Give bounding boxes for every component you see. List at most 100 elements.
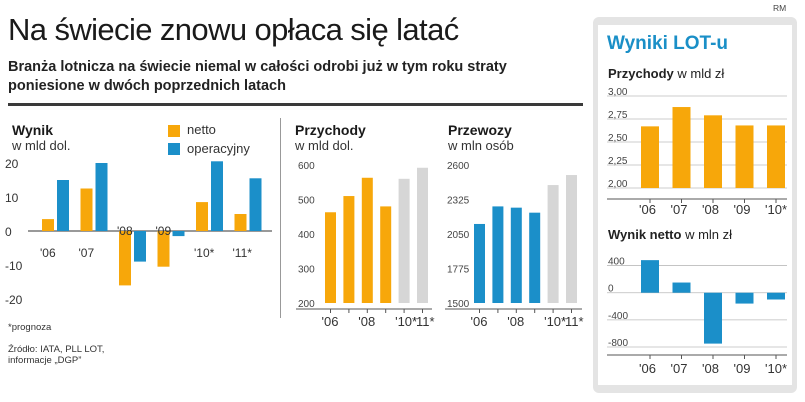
- przychody-xtick-label: '08: [358, 314, 375, 329]
- przychody-xtick-label: '10*: [395, 314, 417, 329]
- wynik-ytick-label: -20: [5, 293, 23, 307]
- przewozy-ytick-label: 2600: [447, 161, 470, 172]
- przychody-xtick-label: '11*: [414, 314, 435, 329]
- legend-netto-label: netto: [187, 122, 216, 137]
- przychody-ytick-label: 600: [298, 161, 315, 172]
- lot-przychody-ytick-label: 2,50: [608, 133, 628, 144]
- separator-1: [280, 118, 281, 318]
- wynik-bar-operacyjny: [211, 161, 223, 231]
- lot-net-title: Wynik netto: [608, 227, 682, 242]
- przewozy-xtick-label: '11*: [563, 314, 584, 329]
- przewozy-bar: [529, 212, 541, 303]
- legend-operacyjny-label: operacyjny: [187, 141, 250, 156]
- lot-wynik-xtick-label: '07: [671, 361, 688, 376]
- przewozy-ytick-label: 1500: [447, 299, 470, 310]
- przychody-bar: [398, 178, 410, 303]
- footnote: *prognoza: [8, 322, 52, 333]
- lot-przychody-bar: [641, 126, 659, 188]
- lot-przychody-bar: [735, 125, 754, 188]
- lot-przychody-ytick-label: 2,75: [608, 110, 628, 121]
- lot-przychody-xtick-label: '06: [639, 202, 656, 217]
- wynik-bar-operacyjny: [249, 178, 262, 231]
- przychody-ytick-label: 300: [298, 265, 315, 276]
- legend-netto-swatch: [168, 125, 180, 137]
- lot-wynik-bar: [641, 260, 659, 293]
- wynik-ytick-label: 20: [5, 157, 19, 171]
- lot-przychody-xtick-label: '10*: [765, 202, 787, 217]
- source-text: Źródło: IATA, PLL LOT, informacje „DGP”: [8, 344, 105, 366]
- wynik-bar-operacyjny: [95, 163, 108, 231]
- przychody-ytick-label: 200: [298, 299, 315, 310]
- wynik-ytick-label: 0: [5, 225, 12, 239]
- wynik-xtick-label: '07: [79, 246, 95, 260]
- source-mark: RM: [773, 3, 787, 13]
- lot-net-heading: Wynik netto w mln zł: [608, 227, 732, 242]
- lot-wynik-bar: [735, 292, 754, 304]
- lot-panel-title: Wyniki LOT-u: [607, 33, 729, 54]
- lot-wynik-bar: [704, 292, 722, 344]
- przewozy-bar: [547, 185, 559, 303]
- wynik-xtick-label: '09: [156, 224, 172, 238]
- przychody-bar: [417, 167, 428, 303]
- przewozy-bar: [492, 206, 504, 303]
- lot-panel-inner: [598, 25, 792, 385]
- lot-przychody-bar: [672, 107, 691, 188]
- wynik-bar-netto: [196, 202, 208, 231]
- wynik-xtick-label: '08: [117, 224, 133, 238]
- header-rule: [8, 103, 583, 106]
- chart-przychody-unit: w mld dol.: [295, 138, 354, 153]
- lot-przychody-bar: [767, 125, 785, 188]
- lot-wynik-ytick-label: 0: [608, 284, 614, 295]
- chart-wynik-unit: w mld dol.: [12, 138, 71, 153]
- przychody-xtick-label: '06: [322, 314, 339, 329]
- wynik-bar-operacyjny: [57, 180, 69, 231]
- lot-wynik-bar: [672, 282, 691, 293]
- wynik-bar-netto: [42, 219, 54, 231]
- lot-przychody-xtick-label: '08: [702, 202, 719, 217]
- lot-wynik-ytick-label: -400: [608, 311, 628, 322]
- lot-przychody-ytick-label: 3,00: [608, 87, 628, 98]
- przewozy-ytick-label: 2050: [447, 230, 470, 241]
- chart-przewozy-unit: w mln osób: [448, 138, 514, 153]
- lot-wynik-xtick-label: '09: [734, 361, 751, 376]
- przychody-bar: [361, 177, 373, 303]
- przychody-bar: [343, 196, 355, 303]
- przewozy-xtick-label: '08: [507, 314, 524, 329]
- wynik-bar-netto: [119, 231, 131, 286]
- wynik-bar-netto: [80, 188, 93, 231]
- przewozy-bar: [510, 207, 522, 303]
- wynik-xtick-label: '10*: [194, 246, 215, 260]
- chart-przychody-title: Przychody: [295, 122, 366, 138]
- przewozy-ytick-label: 1775: [447, 265, 470, 276]
- lot-wynik-bar: [767, 292, 785, 300]
- subheadline: Branża lotnicza na świecie niemal w cało…: [8, 59, 507, 94]
- przewozy-bar: [474, 223, 485, 303]
- przewozy-ytick-label: 2325: [447, 196, 470, 207]
- przychody-bar: [325, 212, 336, 303]
- lot-revenue-unit: w mld zł: [677, 66, 725, 81]
- wynik-xtick-label: '06: [40, 246, 56, 260]
- przewozy-bar: [566, 175, 577, 303]
- lot-przychody-xtick-label: '07: [671, 202, 688, 217]
- wynik-bar-netto: [157, 231, 170, 267]
- wynik-bar-netto: [234, 214, 247, 231]
- wynik-bar-operacyjny: [134, 231, 146, 262]
- przychody-ytick-label: 400: [298, 230, 315, 241]
- przychody-bar: [380, 206, 392, 303]
- headline: Na świecie znowu opłaca się latać: [8, 12, 459, 47]
- chart-przewozy-title: Przewozy: [448, 122, 512, 138]
- lot-przychody-xtick-label: '09: [734, 202, 751, 217]
- przewozy-xtick-label: '10*: [544, 314, 566, 329]
- lot-wynik-xtick-label: '06: [639, 361, 656, 376]
- chart-wynik-title: Wynik: [12, 122, 53, 138]
- wynik-ytick-label: 10: [5, 191, 19, 205]
- lot-wynik-xtick-label: '08: [702, 361, 719, 376]
- lot-wynik-ytick-label: 400: [608, 257, 625, 268]
- wynik-bar-operacyjny: [172, 231, 185, 237]
- legend-operacyjny-swatch: [168, 143, 180, 155]
- lot-net-unit: w mln zł: [685, 227, 733, 242]
- lot-przychody-ytick-label: 2,00: [608, 179, 628, 190]
- lot-przychody-ytick-label: 2,25: [608, 156, 628, 167]
- lot-wynik-xtick-label: '10*: [765, 361, 787, 376]
